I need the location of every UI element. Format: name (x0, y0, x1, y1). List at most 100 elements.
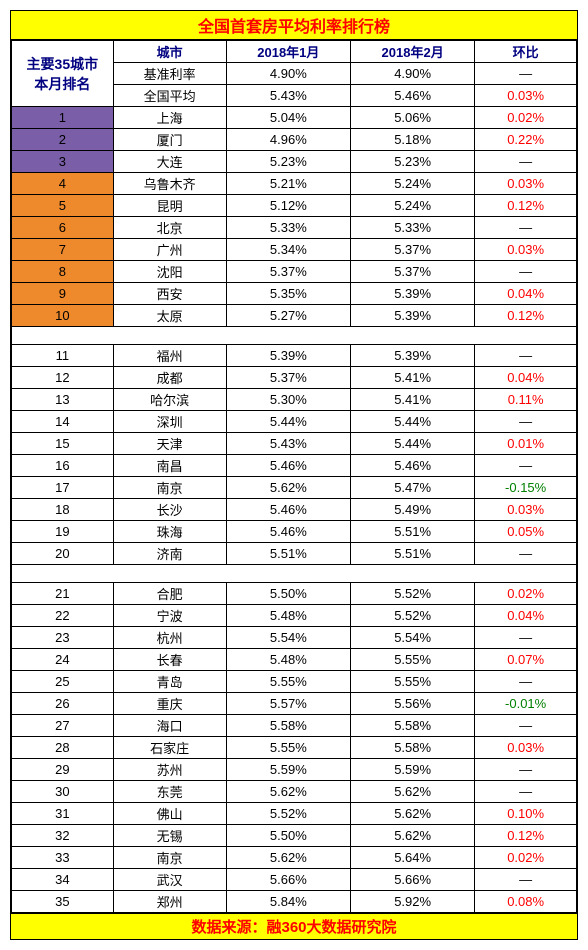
feb-cell: 5.51% (350, 521, 474, 543)
feb-cell: 5.39% (350, 283, 474, 305)
table-row: 23杭州5.54%5.54%— (12, 627, 577, 649)
diff-cell: — (475, 151, 577, 173)
table-row: 29苏州5.59%5.59%— (12, 759, 577, 781)
jan-cell: 5.54% (226, 627, 350, 649)
city-cell: 佛山 (113, 803, 226, 825)
table-row: 15天津5.43%5.44%0.01% (12, 433, 577, 455)
feb-cell: 5.46% (350, 85, 474, 107)
table-row: 9西安5.35%5.39%0.04% (12, 283, 577, 305)
jan-cell: 5.04% (226, 107, 350, 129)
table-row: 34武汉5.66%5.66%— (12, 869, 577, 891)
city-cell: 武汉 (113, 869, 226, 891)
header-city: 城市 (113, 41, 226, 63)
city-cell: 昆明 (113, 195, 226, 217)
jan-cell: 5.84% (226, 891, 350, 913)
feb-cell: 5.52% (350, 583, 474, 605)
rank-cell: 18 (12, 499, 114, 521)
feb-cell: 5.24% (350, 195, 474, 217)
table-row: 14深圳5.44%5.44%— (12, 411, 577, 433)
feb-cell: 5.41% (350, 367, 474, 389)
diff-cell: 0.03% (475, 239, 577, 261)
rank-cell: 21 (12, 583, 114, 605)
diff-cell: — (475, 759, 577, 781)
diff-cell: 0.02% (475, 583, 577, 605)
table-row: 10太原5.27%5.39%0.12% (12, 305, 577, 327)
table-row: 2厦门4.96%5.18%0.22% (12, 129, 577, 151)
diff-cell: 0.12% (475, 195, 577, 217)
feb-cell: 5.54% (350, 627, 474, 649)
diff-cell: 0.22% (475, 129, 577, 151)
jan-cell: 5.62% (226, 847, 350, 869)
feb-cell: 5.58% (350, 715, 474, 737)
diff-cell: 0.12% (475, 305, 577, 327)
city-cell: 海口 (113, 715, 226, 737)
rank-cell: 32 (12, 825, 114, 847)
jan-cell: 5.55% (226, 737, 350, 759)
diff-cell: — (475, 411, 577, 433)
city-cell: 北京 (113, 217, 226, 239)
city-cell: 厦门 (113, 129, 226, 151)
rank-cell: 17 (12, 477, 114, 499)
diff-cell: — (475, 345, 577, 367)
jan-cell: 4.90% (226, 63, 350, 85)
city-cell: 南昌 (113, 455, 226, 477)
rank-cell: 10 (12, 305, 114, 327)
table-row: 4乌鲁木齐5.21%5.24%0.03% (12, 173, 577, 195)
city-cell: 长沙 (113, 499, 226, 521)
table-row: 31佛山5.52%5.62%0.10% (12, 803, 577, 825)
rank-cell: 34 (12, 869, 114, 891)
data-source-footer: 数据来源：融360大数据研究院 (11, 913, 577, 939)
city-cell: 广州 (113, 239, 226, 261)
rank-cell: 1 (12, 107, 114, 129)
spacer-row (12, 565, 577, 583)
feb-cell: 5.49% (350, 499, 474, 521)
rank-cell: 3 (12, 151, 114, 173)
table-row: 11福州5.39%5.39%— (12, 345, 577, 367)
jan-cell: 5.62% (226, 477, 350, 499)
rank-cell: 6 (12, 217, 114, 239)
feb-cell: 5.39% (350, 345, 474, 367)
diff-cell: 0.03% (475, 85, 577, 107)
jan-cell: 5.52% (226, 803, 350, 825)
diff-cell: 0.08% (475, 891, 577, 913)
diff-cell: 0.01% (475, 433, 577, 455)
rank-cell: 13 (12, 389, 114, 411)
city-cell: 东莞 (113, 781, 226, 803)
city-cell: 宁波 (113, 605, 226, 627)
city-cell: 长春 (113, 649, 226, 671)
diff-cell: 0.12% (475, 825, 577, 847)
feb-cell: 5.46% (350, 455, 474, 477)
feb-cell: 5.24% (350, 173, 474, 195)
city-cell: 无锡 (113, 825, 226, 847)
rank-cell: 33 (12, 847, 114, 869)
jan-cell: 5.50% (226, 825, 350, 847)
table-row: 18长沙5.46%5.49%0.03% (12, 499, 577, 521)
diff-cell: — (475, 217, 577, 239)
table-row: 16南昌5.46%5.46%— (12, 455, 577, 477)
jan-cell: 5.23% (226, 151, 350, 173)
diff-cell: 0.11% (475, 389, 577, 411)
rank-cell: 8 (12, 261, 114, 283)
table-row: 27海口5.58%5.58%— (12, 715, 577, 737)
jan-cell: 5.46% (226, 499, 350, 521)
diff-cell: 0.04% (475, 367, 577, 389)
rank-cell: 2 (12, 129, 114, 151)
jan-cell: 4.96% (226, 129, 350, 151)
table-row: 13哈尔滨5.30%5.41%0.11% (12, 389, 577, 411)
jan-cell: 5.37% (226, 261, 350, 283)
rank-cell: 22 (12, 605, 114, 627)
feb-cell: 5.23% (350, 151, 474, 173)
city-cell: 济南 (113, 543, 226, 565)
jan-cell: 5.44% (226, 411, 350, 433)
feb-cell: 5.56% (350, 693, 474, 715)
diff-cell: — (475, 671, 577, 693)
diff-cell: — (475, 869, 577, 891)
table-row: 20济南5.51%5.51%— (12, 543, 577, 565)
jan-cell: 5.39% (226, 345, 350, 367)
diff-cell: — (475, 455, 577, 477)
header-feb: 2018年2月 (350, 41, 474, 63)
feb-cell: 5.37% (350, 239, 474, 261)
diff-cell: — (475, 627, 577, 649)
city-cell: 天津 (113, 433, 226, 455)
feb-cell: 5.52% (350, 605, 474, 627)
